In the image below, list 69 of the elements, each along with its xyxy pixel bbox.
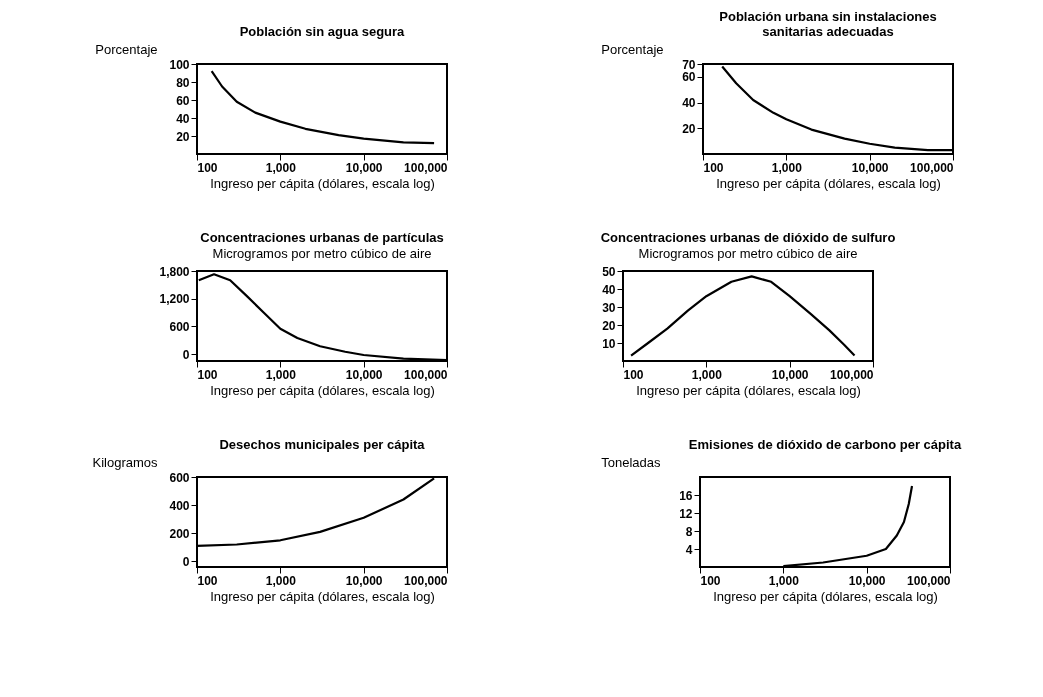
chart-title: Emisiones de dióxido de carbono per cápita xyxy=(688,437,962,452)
y-tick-label: 60 xyxy=(176,93,190,108)
y-tick-label: 12 xyxy=(679,506,693,521)
x-tick-label: 10,000 xyxy=(851,160,889,175)
y-tick-label: 8 xyxy=(685,524,693,539)
x-tick-label: 1,000 xyxy=(768,573,800,588)
y-tick-label: 600 xyxy=(169,319,190,334)
x-tick-label: 100 xyxy=(197,160,218,175)
chart-subtitle: Microgramos por metro cúbico de aire xyxy=(212,246,432,261)
y-tick-label: 16 xyxy=(679,488,693,503)
y-tick-label: 200 xyxy=(169,526,190,541)
y-tick-label: 70 xyxy=(682,57,696,72)
y-tick-label: 1,800 xyxy=(159,264,190,279)
chart-subtitle: Microgramos por metro cúbico de aire xyxy=(638,246,858,261)
y-tick-label: 60 xyxy=(682,70,696,85)
y-axis-title: Toneladas xyxy=(601,454,661,470)
x-axis-title: Ingreso per cápita (dólares, escala log) xyxy=(210,588,435,604)
text: sanitarias adecuadas xyxy=(762,24,894,39)
y-tick-label: 400 xyxy=(169,498,190,513)
y-axis-title: Kilogramos xyxy=(92,454,158,470)
x-tick-label: 100 xyxy=(703,160,724,175)
y-tick-label: 30 xyxy=(602,300,616,315)
y-tick-label: 10 xyxy=(602,336,616,351)
chart-title: Población sin agua segura xyxy=(239,24,406,39)
y-tick-label: 40 xyxy=(176,111,190,126)
y-tick-label: 20 xyxy=(602,318,616,333)
x-tick-label: 1,000 xyxy=(265,367,297,382)
x-tick-label: 1,000 xyxy=(265,160,297,175)
x-tick-label: 10,000 xyxy=(345,367,383,382)
x-tick-label: 10,000 xyxy=(771,367,809,382)
chart-title: Desechos municipales per cápita xyxy=(219,437,426,452)
y-axis-title: Porcentaje xyxy=(95,41,158,57)
x-tick-label: 1,000 xyxy=(771,160,803,175)
y-tick-label: 40 xyxy=(682,96,696,111)
y-tick-label: 20 xyxy=(682,121,696,136)
x-tick-label: 10,000 xyxy=(345,160,383,175)
x-tick-label: 10,000 xyxy=(345,573,383,588)
x-tick-label: 100,000 xyxy=(910,160,954,175)
x-tick-label: 100 xyxy=(700,573,721,588)
x-tick-label: 100,000 xyxy=(404,160,448,175)
chart-title: Concentraciones urbanas de partículas xyxy=(200,230,444,245)
y-tick-label: 20 xyxy=(176,129,190,144)
x-tick-label: 100 xyxy=(197,573,218,588)
x-tick-label: 100 xyxy=(623,367,644,382)
y-tick-label: 4 xyxy=(685,542,693,557)
x-axis-title: Ingreso per cápita (dólares, escala log) xyxy=(713,588,938,604)
y-tick-label: 0 xyxy=(182,347,190,362)
text: Población urbana sin instalaciones xyxy=(719,9,937,24)
y-tick-label: 100 xyxy=(169,57,190,72)
x-tick-label: 1,000 xyxy=(691,367,723,382)
x-tick-label: 100 xyxy=(197,367,218,382)
x-axis-title: Ingreso per cápita (dólares, escala log) xyxy=(210,175,435,191)
y-axis-title: Porcentaje xyxy=(601,41,664,57)
x-tick-label: 100,000 xyxy=(907,573,951,588)
x-tick-label: 100,000 xyxy=(830,367,874,382)
chart-title: Concentraciones urbanas de dióxido de sulfuro xyxy=(600,230,896,245)
x-axis-title: Ingreso per cápita (dólares, escala log) xyxy=(636,382,861,398)
x-axis-title: Ingreso per cápita (dólares, escala log) xyxy=(716,175,941,191)
y-tick-label: 50 xyxy=(602,264,616,279)
x-tick-label: 1,000 xyxy=(265,573,297,588)
x-tick-label: 10,000 xyxy=(848,573,886,588)
x-tick-label: 100,000 xyxy=(404,573,448,588)
x-tick-label: 100,000 xyxy=(404,367,448,382)
x-axis-title: Ingreso per cápita (dólares, escala log) xyxy=(210,382,435,398)
y-tick-label: 600 xyxy=(169,470,190,485)
y-tick-label: 40 xyxy=(602,282,616,297)
y-tick-label: 0 xyxy=(182,554,190,569)
y-tick-label: 1,200 xyxy=(159,292,190,307)
y-tick-label: 80 xyxy=(176,75,190,90)
